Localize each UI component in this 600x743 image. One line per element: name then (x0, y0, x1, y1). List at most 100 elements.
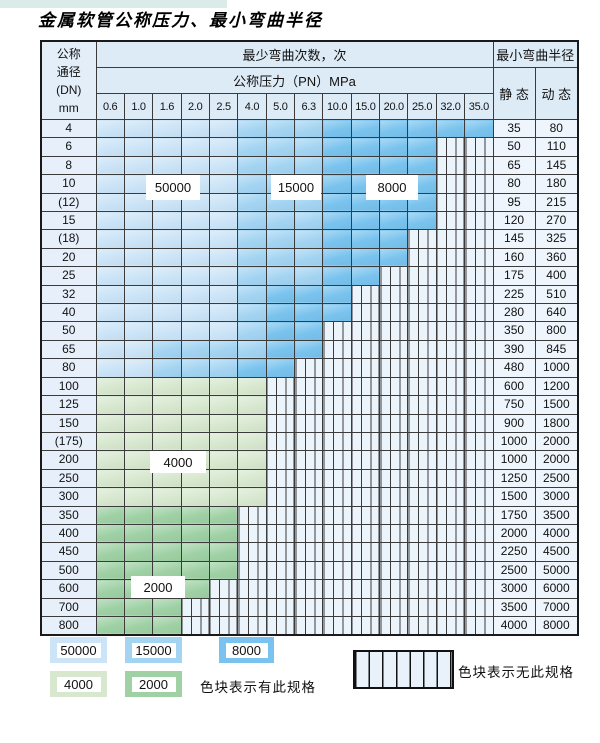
dn-cell: (175) (40, 431, 97, 452)
radius-header: 最小弯曲半径 (492, 40, 579, 68)
no-spec-cell (350, 487, 381, 507)
no-spec-cell (322, 413, 352, 433)
spec-cell (152, 155, 182, 176)
no-spec-cell (379, 579, 409, 599)
no-spec-cell (350, 560, 381, 581)
band-label-50000: 50000 (146, 175, 200, 200)
spec-cell (208, 505, 239, 525)
static-radius-cell: 350 (492, 321, 536, 341)
no-spec-cell (379, 450, 409, 470)
no-spec-cell (265, 450, 296, 470)
no-spec-cell (464, 523, 494, 544)
no-spec-cell (435, 395, 466, 415)
no-spec-cell (435, 376, 466, 397)
no-spec-cell (407, 339, 437, 360)
spec-cell (180, 505, 210, 525)
dynamic-radius-cell: 110 (534, 137, 579, 157)
spec-cell (322, 229, 352, 249)
spec-cell (237, 192, 267, 213)
spec-cell (95, 118, 125, 139)
no-spec-cell (265, 523, 296, 544)
dynamic-radius-cell: 2000 (534, 431, 579, 452)
spec-cell (208, 560, 239, 581)
dn-cell: 20 (40, 247, 97, 268)
table-row-dn-32: 32 225 510 (40, 284, 579, 305)
no-spec-cell (464, 431, 494, 452)
spec-cell (464, 118, 494, 139)
spec-cell (379, 137, 409, 157)
pressure-tick: 25.0 (407, 93, 437, 120)
spec-table-wrap: 公称 通径 (DN) mm 最少弯曲次数，次 最小弯曲半径 公称压力（PN）MP… (40, 40, 580, 637)
static-radius-cell: 2000 (492, 523, 536, 544)
band-label-8000: 8000 (366, 175, 418, 200)
spec-cell (152, 137, 182, 157)
spec-cell (95, 284, 125, 305)
dynamic-radius-cell: 400 (534, 266, 579, 286)
no-spec-cell (294, 542, 324, 562)
static-radius-cell: 50 (492, 137, 536, 157)
dynamic-radius-cell: 2000 (534, 450, 579, 470)
spec-cell (95, 211, 125, 231)
no-spec-cell (322, 487, 352, 507)
spec-cell (152, 118, 182, 139)
spec-cell (237, 321, 267, 341)
spec-cell (379, 229, 409, 249)
static-radius-cell: 1750 (492, 505, 536, 525)
spec-cell (95, 395, 125, 415)
no-spec-cell (407, 542, 437, 562)
scan-edge-strip (0, 0, 227, 8)
table-row-dn-175: (175) 1000 2000 (40, 431, 579, 452)
no-spec-pattern-swatch (353, 650, 454, 689)
dn-cell: 200 (40, 450, 97, 470)
spec-cell (95, 339, 125, 360)
no-spec-cell (407, 523, 437, 544)
no-spec-cell (379, 413, 409, 433)
no-spec-cell (322, 339, 352, 360)
pressure-tick: 1.6 (152, 93, 182, 120)
no-spec-cell (379, 284, 409, 305)
no-spec-cell (350, 542, 381, 562)
header-row-2: 公称压力（PN）MPa 静 态 动 态 (41, 67, 579, 120)
no-spec-cell (435, 431, 466, 452)
no-spec-cell (407, 615, 437, 636)
dn-cell: 350 (40, 505, 97, 525)
static-radius-cell: 900 (492, 413, 536, 433)
static-radius-cell: 280 (492, 303, 536, 323)
spec-cell (123, 284, 154, 305)
dynamic-radius-cell: 5000 (534, 560, 579, 581)
no-spec-cell (464, 211, 494, 231)
no-spec-cell (435, 542, 466, 562)
no-spec-cell (350, 358, 381, 378)
no-spec-cell (265, 560, 296, 581)
static-radius-cell: 4000 (492, 615, 536, 636)
spec-cell (95, 174, 125, 194)
spec-cell (95, 247, 125, 268)
spec-cell (152, 321, 182, 341)
no-spec-cell (294, 579, 324, 599)
spec-cell (123, 505, 154, 525)
spec-cell (265, 284, 296, 305)
spec-cell (350, 155, 381, 176)
spec-cell (237, 266, 267, 286)
spec-cell (180, 358, 210, 378)
no-spec-cell (464, 174, 494, 194)
spec-cell (95, 450, 125, 470)
no-spec-cell (350, 413, 381, 433)
spec-cell (237, 211, 267, 231)
static-header: 静 态 (492, 67, 536, 120)
no-spec-cell (208, 615, 239, 636)
spec-cell (237, 487, 267, 507)
spec-cell (180, 118, 210, 139)
dn-cell: 250 (40, 468, 97, 489)
no-spec-cell (407, 376, 437, 397)
dn-cell: 25 (40, 266, 97, 286)
no-spec-cell (435, 266, 466, 286)
spec-cell (95, 542, 125, 562)
spec-cell (95, 303, 125, 323)
table-row-dn-65: 65 390 845 (40, 339, 579, 360)
pressure-tick: 1.0 (123, 93, 154, 120)
pressure-tick: 5.0 (265, 93, 296, 120)
dynamic-radius-cell: 360 (534, 247, 579, 268)
no-spec-cell (265, 395, 296, 415)
